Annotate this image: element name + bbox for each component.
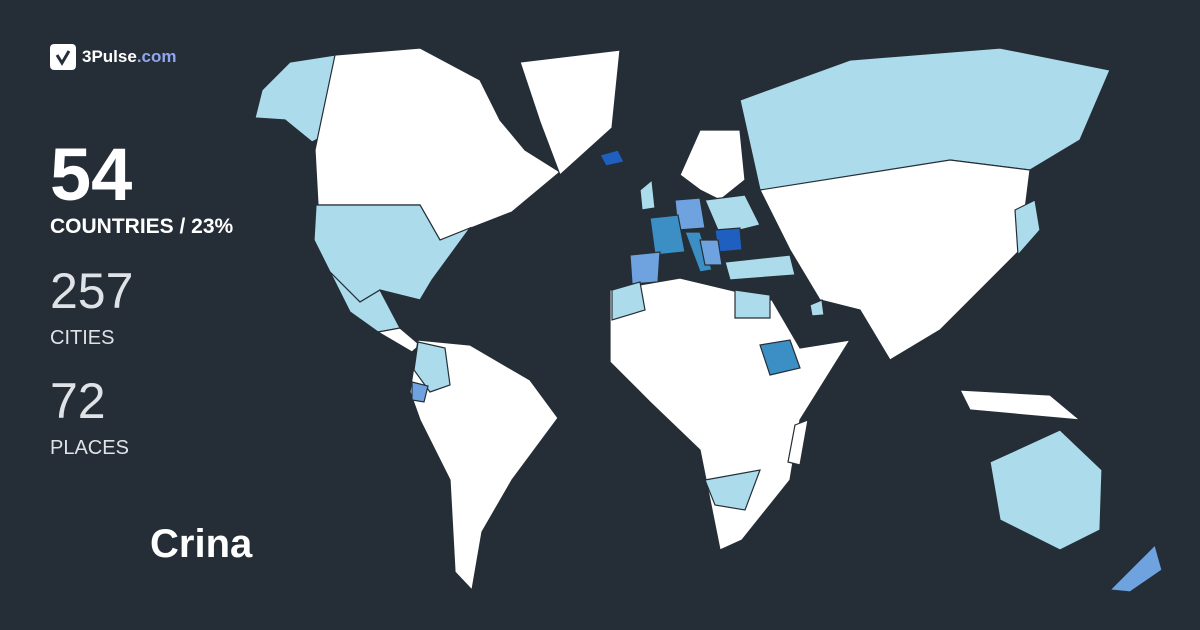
country-new-zealand bbox=[1108, 543, 1163, 593]
country-indonesia bbox=[959, 389, 1082, 421]
countries-label: COUNTRIES / 23% bbox=[50, 215, 234, 238]
country-asia bbox=[759, 159, 1031, 361]
user-name: Crina bbox=[150, 522, 253, 566]
central-america bbox=[376, 327, 421, 353]
country-canada bbox=[314, 47, 562, 241]
check-pulse-icon bbox=[50, 44, 76, 70]
country-africa bbox=[609, 277, 852, 551]
brand-domain: .com bbox=[136, 47, 177, 66]
country-egypt bbox=[734, 289, 771, 319]
country-uk bbox=[639, 178, 656, 211]
africa bbox=[609, 277, 852, 551]
brand-logo[interactable]: 3Pulse.com bbox=[50, 44, 177, 70]
country-colombia bbox=[413, 341, 451, 393]
country-south-africa bbox=[704, 469, 761, 511]
asia bbox=[739, 47, 1111, 421]
country-iceland bbox=[599, 149, 625, 167]
country-spain bbox=[629, 251, 661, 285]
cities-count: 257 bbox=[50, 263, 134, 319]
country-ecuador bbox=[411, 381, 429, 403]
country-france bbox=[649, 214, 686, 256]
places-count: 72 bbox=[50, 373, 106, 429]
country-usa bbox=[313, 204, 472, 303]
country-uae bbox=[809, 299, 825, 317]
country-scandinavia bbox=[679, 129, 746, 201]
country-morocco bbox=[611, 281, 646, 321]
countries-count: 54 bbox=[50, 133, 133, 216]
country-balkans bbox=[699, 239, 723, 266]
country-ethiopia bbox=[759, 339, 801, 376]
places-label: PLACES bbox=[50, 437, 129, 459]
country-japan bbox=[1014, 199, 1041, 257]
south-america bbox=[409, 339, 559, 592]
oceania bbox=[989, 429, 1163, 593]
country-greenland bbox=[519, 49, 621, 177]
brand-name: 3Pulse bbox=[82, 47, 137, 66]
country-eastern-europe bbox=[704, 194, 761, 236]
north-america bbox=[254, 47, 621, 353]
cities-label: CITIES bbox=[50, 327, 115, 349]
europe bbox=[599, 129, 796, 285]
country-madagascar bbox=[787, 419, 809, 466]
country-south-america bbox=[409, 339, 559, 592]
country-australia bbox=[989, 429, 1103, 551]
country-turkey bbox=[724, 254, 796, 281]
